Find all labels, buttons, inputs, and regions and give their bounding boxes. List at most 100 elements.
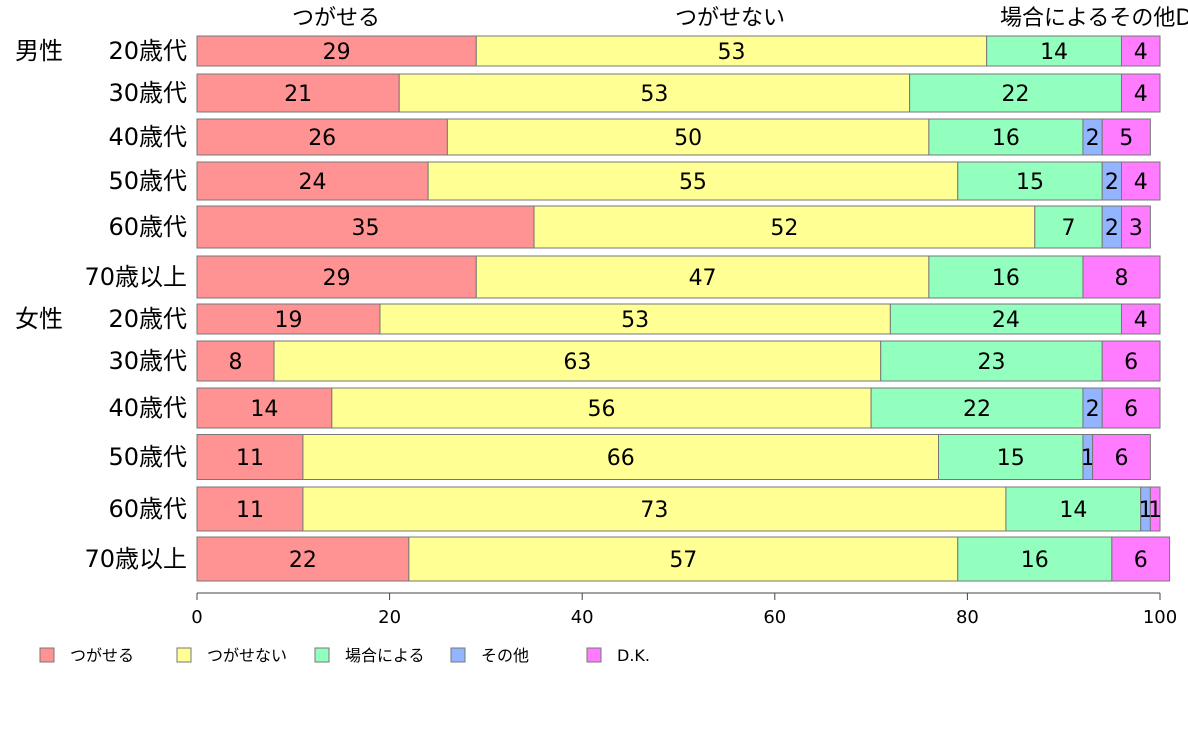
bar-value-label: 24 — [299, 170, 327, 195]
bar-value-label: 52 — [770, 216, 798, 241]
row-label: 70歳以上 — [84, 545, 187, 573]
bar-segment — [1082, 255, 1161, 299]
bar-value-label: 23 — [977, 350, 1005, 375]
bar-segment — [196, 303, 381, 335]
top-label-tsugasenai: つがせない — [675, 6, 785, 31]
bar-segment — [928, 255, 1084, 299]
bar-value-label: 16 — [992, 266, 1020, 291]
bar-segment — [302, 434, 940, 480]
bar-value-label: 73 — [640, 498, 668, 523]
bar-segment — [1120, 73, 1161, 113]
row-label: 60歳代 — [108, 213, 187, 241]
bar-value-label: 22 — [1002, 82, 1030, 107]
bar-segment — [986, 35, 1122, 67]
bar-value-label: 21 — [284, 82, 312, 107]
bar-segment — [1120, 161, 1161, 201]
bar-value-label: 1 — [1148, 498, 1162, 523]
x-tick-label: 60 — [763, 607, 786, 628]
row-label: 60歳代 — [108, 495, 187, 523]
top-label-others-truncated: 場合によるその他D.K. — [1000, 6, 1188, 31]
x-axis: 0 20 40 60 80 100 — [191, 592, 1177, 628]
row-label: 40歳代 — [108, 394, 187, 422]
bar-segment — [446, 118, 930, 156]
bar-value-label: 6 — [1124, 397, 1138, 422]
bar-segment — [408, 536, 959, 582]
bar-segment — [196, 255, 477, 299]
bar-value-label: 1 — [1081, 446, 1095, 471]
group-labels: 男性 女性 — [15, 37, 63, 333]
bar-value-label: 11 — [236, 446, 264, 471]
bar-segment — [196, 161, 429, 201]
bar-segment — [196, 35, 477, 67]
bar-value-label: 53 — [640, 82, 668, 107]
bar-segment — [196, 118, 448, 156]
bar-segment — [870, 387, 1084, 429]
legend-swatch — [586, 647, 602, 663]
bar-value-label: 3 — [1129, 216, 1143, 241]
bar-value-label: 53 — [717, 40, 745, 65]
bar-segment — [1101, 340, 1161, 382]
bar-segment — [273, 340, 882, 382]
row-label: 30歳代 — [108, 79, 187, 107]
row-label: 50歳代 — [108, 443, 187, 471]
bar-value-label: 66 — [607, 446, 635, 471]
bar-segment — [1149, 486, 1161, 532]
bar-segment — [196, 486, 304, 532]
x-tick-label: 100 — [1143, 607, 1177, 628]
bar-value-label: 56 — [587, 397, 615, 422]
bar-value-label: 24 — [992, 308, 1020, 333]
x-tick-label: 0 — [191, 607, 202, 628]
legend-swatch — [39, 647, 55, 663]
bar-segment — [196, 536, 410, 582]
row-label: 30歳代 — [108, 347, 187, 375]
bar-value-label: 47 — [689, 266, 717, 291]
bar-value-label: 14 — [1040, 40, 1068, 65]
bar-value-label: 15 — [997, 446, 1025, 471]
bar-value-label: 63 — [563, 350, 591, 375]
bar-segment — [1111, 536, 1171, 582]
legend-label: つがせる — [70, 646, 134, 665]
row-label: 50歳代 — [108, 167, 187, 195]
bar-segment — [1120, 35, 1161, 67]
bar-segment — [1101, 118, 1151, 156]
bar-segment — [379, 303, 891, 335]
legend-swatch — [176, 647, 192, 663]
bar-segment — [1092, 434, 1151, 480]
bar-value-label: 15 — [1016, 170, 1044, 195]
bar-segment — [475, 35, 988, 67]
group-label-male: 男性 — [15, 37, 63, 65]
bar-value-label: 19 — [274, 308, 302, 333]
bar-value-label: 4 — [1134, 308, 1148, 333]
bar-segment — [331, 387, 872, 429]
bar-segment — [909, 73, 1122, 113]
bar-segment — [196, 434, 304, 480]
row-label: 20歳代 — [108, 305, 187, 333]
bar-value-label: 57 — [669, 548, 697, 573]
bar-value-label: 50 — [674, 126, 702, 151]
bar-segment — [533, 205, 1036, 249]
bar-segment — [427, 161, 959, 201]
bar-value-label: 35 — [352, 216, 380, 241]
legend-swatch — [314, 647, 330, 663]
bar-value-label: 22 — [963, 397, 991, 422]
bar-value-label: 2 — [1105, 216, 1119, 241]
bar-value-label: 16 — [992, 126, 1020, 151]
bar-value-label: 4 — [1134, 40, 1148, 65]
bar-value-label: 16 — [1021, 548, 1049, 573]
bar-segment — [475, 255, 930, 299]
row-label: 20歳代 — [108, 37, 187, 65]
bar-segment — [1005, 486, 1142, 532]
bar-value-label: 6 — [1114, 446, 1128, 471]
bar-value-label: 2 — [1086, 397, 1100, 422]
bar-segment — [196, 205, 535, 249]
bar-value-label: 14 — [1059, 498, 1087, 523]
bar-value-label: 29 — [323, 40, 351, 65]
bar-value-label: 14 — [250, 397, 278, 422]
bar-segment — [1120, 303, 1161, 335]
bar-segment — [1120, 205, 1151, 249]
bar-segment — [302, 486, 1007, 532]
x-tick-label: 20 — [378, 607, 401, 628]
bar-value-label: 26 — [308, 126, 336, 151]
row-label: 70歳以上 — [84, 263, 187, 291]
